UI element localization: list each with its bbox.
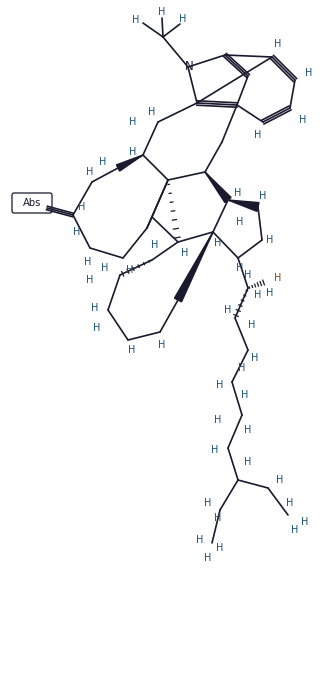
Text: H: H xyxy=(238,363,246,373)
Text: H: H xyxy=(132,15,140,25)
Text: H: H xyxy=(99,157,107,167)
Text: H: H xyxy=(214,415,222,425)
Text: H: H xyxy=(204,553,212,563)
Text: H: H xyxy=(204,498,212,508)
Text: H: H xyxy=(91,303,99,313)
Text: H: H xyxy=(73,227,81,237)
Text: N: N xyxy=(185,60,193,73)
Text: H: H xyxy=(274,273,282,283)
Text: H: H xyxy=(93,323,101,333)
Text: H: H xyxy=(299,115,307,125)
Text: H: H xyxy=(214,513,222,523)
Text: H: H xyxy=(129,117,137,127)
Text: H: H xyxy=(179,14,187,24)
Text: H: H xyxy=(259,191,267,201)
Text: H: H xyxy=(128,345,136,355)
Text: H: H xyxy=(158,340,166,350)
Polygon shape xyxy=(205,172,231,202)
Text: H: H xyxy=(236,263,244,273)
Text: H: H xyxy=(266,235,274,245)
Text: H: H xyxy=(274,39,282,49)
Text: H: H xyxy=(244,457,252,467)
Text: H: H xyxy=(254,290,262,300)
Text: H: H xyxy=(86,167,94,177)
Text: H: H xyxy=(251,353,259,363)
Text: H: H xyxy=(244,270,252,280)
Text: H: H xyxy=(216,543,224,553)
Text: Abs: Abs xyxy=(23,198,41,208)
Text: H: H xyxy=(276,475,284,485)
Text: H: H xyxy=(211,445,219,455)
FancyBboxPatch shape xyxy=(12,193,52,213)
Text: H: H xyxy=(84,257,92,267)
Text: H: H xyxy=(216,380,224,390)
Polygon shape xyxy=(175,232,213,302)
Polygon shape xyxy=(116,155,143,171)
Text: H: H xyxy=(254,130,262,140)
Text: H: H xyxy=(244,425,252,435)
Text: H: H xyxy=(266,288,274,298)
Text: H: H xyxy=(196,535,204,545)
Text: H: H xyxy=(181,248,189,258)
Text: H: H xyxy=(151,240,159,250)
Text: H: H xyxy=(214,238,222,248)
Text: H: H xyxy=(126,265,134,275)
Text: H: H xyxy=(301,517,309,527)
Text: H: H xyxy=(305,68,313,78)
Text: H: H xyxy=(224,305,232,315)
Text: H: H xyxy=(86,275,94,285)
Text: H: H xyxy=(286,498,294,508)
Text: H: H xyxy=(291,525,299,535)
Text: H: H xyxy=(78,202,86,212)
Text: H: H xyxy=(129,147,137,157)
Text: H: H xyxy=(158,7,166,17)
Text: H: H xyxy=(241,390,249,400)
Text: H: H xyxy=(101,263,109,273)
Polygon shape xyxy=(228,200,259,211)
Text: H: H xyxy=(236,217,244,227)
Text: H: H xyxy=(234,188,242,198)
Text: H: H xyxy=(248,320,256,330)
Text: H: H xyxy=(148,107,156,117)
